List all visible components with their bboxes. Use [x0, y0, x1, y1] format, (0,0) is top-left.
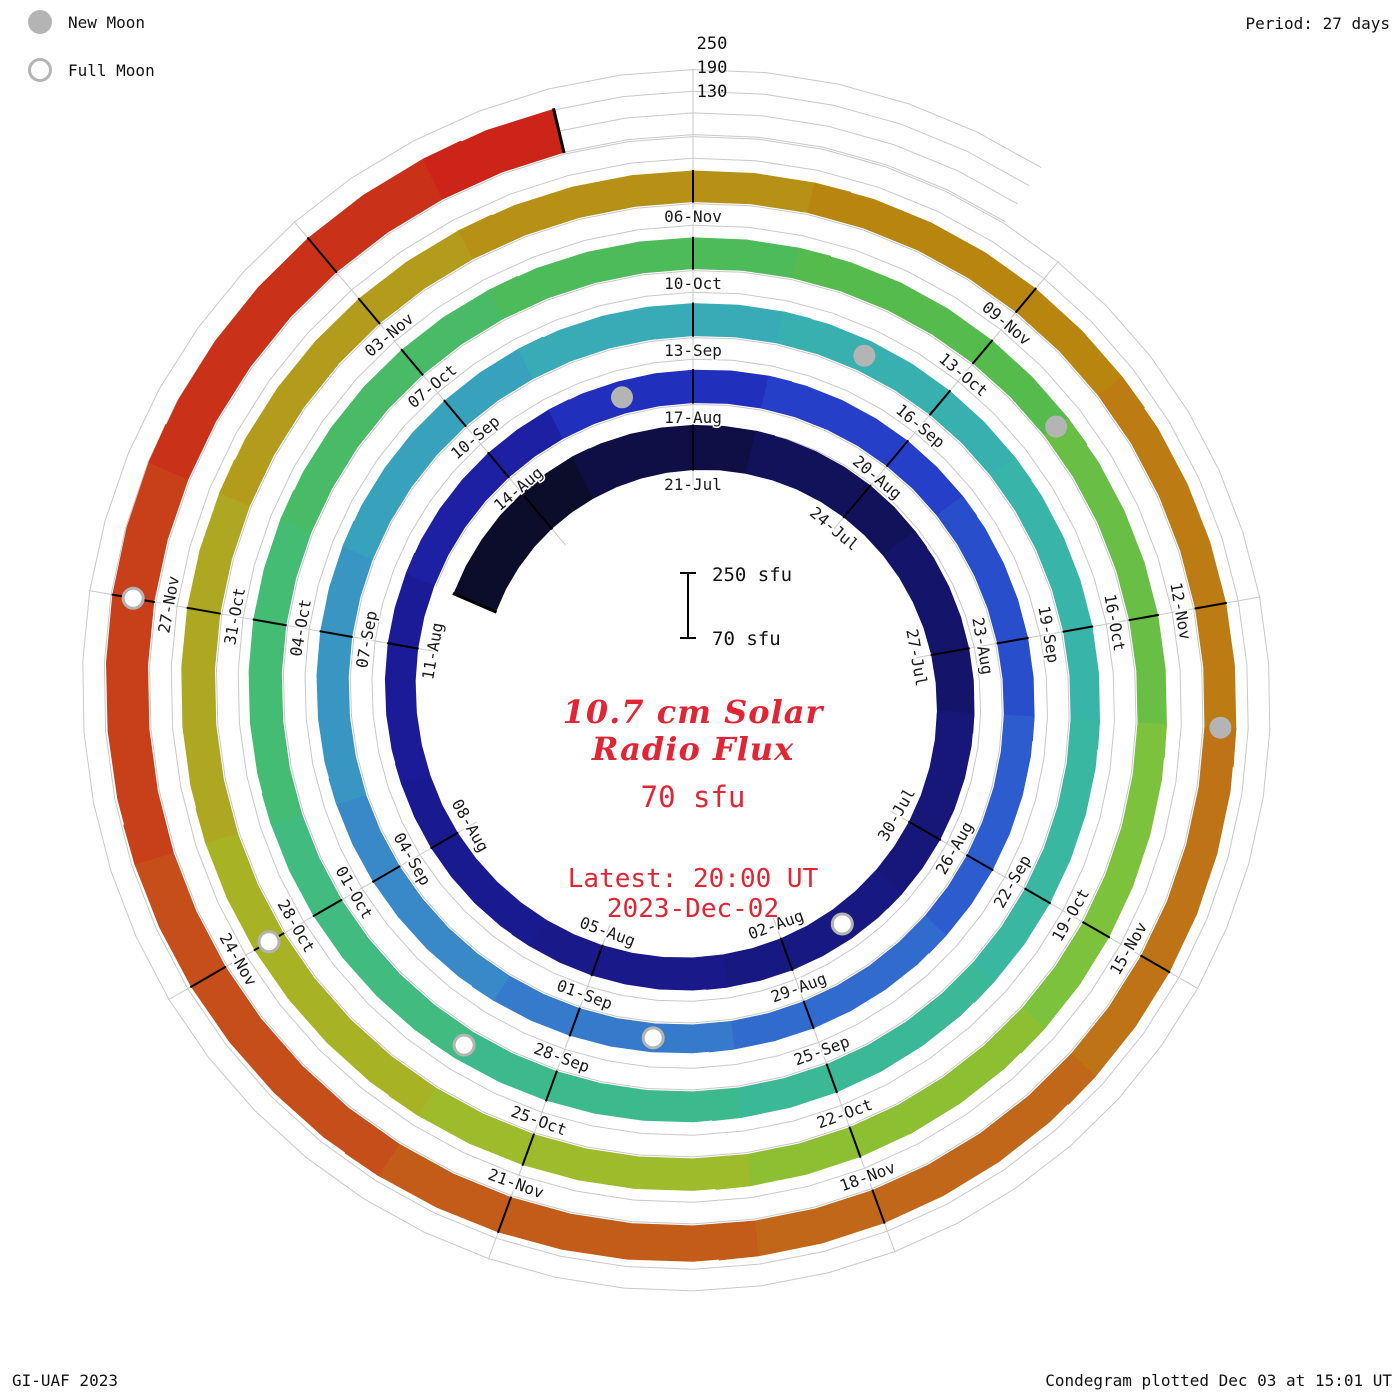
- date-label: 27-Nov: [154, 574, 183, 634]
- legend-new-moon: New Moon: [28, 10, 155, 34]
- day-tick: [452, 592, 498, 614]
- day-tick: [1140, 954, 1171, 974]
- new-moon-icon: [28, 10, 52, 34]
- grid-spoke: [293, 220, 567, 546]
- day-tick: [965, 854, 994, 872]
- full-moon-marker: [641, 1026, 665, 1050]
- day-tick: [590, 944, 604, 977]
- day-tick: [825, 1063, 839, 1094]
- day-tick: [871, 1189, 886, 1225]
- period-label: Period: 27 days: [1245, 14, 1391, 33]
- day-tick: [544, 1070, 558, 1102]
- day-tick: [319, 630, 353, 638]
- grid-spiral: [103, 90, 1249, 1270]
- flux-band-layer: [105, 108, 1237, 1262]
- day-tick: [487, 451, 510, 479]
- new-moon-marker: [611, 386, 633, 409]
- day-tick: [306, 236, 338, 274]
- day-tick: [312, 898, 343, 918]
- day-tick: [1062, 625, 1094, 633]
- full-moon-marker: [830, 912, 854, 936]
- day-tick: [1024, 887, 1052, 905]
- day-tick: [552, 107, 566, 154]
- full-moon-label: Full Moon: [68, 60, 155, 80]
- day-tick: [357, 297, 381, 325]
- day-tick: [568, 1007, 581, 1037]
- day-tick: [371, 865, 401, 883]
- full-moon-marker: [257, 930, 281, 954]
- day-tick: [443, 399, 467, 428]
- day-tick: [1128, 613, 1159, 622]
- day-tick: [520, 491, 554, 530]
- latest-reading: Latest: 20:00 UT 2023-Dec-02: [567, 864, 819, 924]
- day-tick: [252, 618, 287, 627]
- legend-full-moon: Full Moon: [28, 58, 155, 82]
- date-label: 04-Oct: [286, 598, 315, 658]
- flux-band-segment: [123, 815, 400, 1177]
- day-tick: [848, 1126, 862, 1158]
- center-annotations: 10.7 cm Solar Radio Flux 70 sfu Latest: …: [393, 693, 993, 925]
- new-moon-label: New Moon: [68, 12, 146, 32]
- day-tick: [1082, 921, 1111, 939]
- day-tick: [189, 965, 227, 989]
- date-label: 11-Aug: [418, 621, 447, 681]
- date-label: 13-Sep: [664, 341, 722, 360]
- scale-bar-top-label: 250 sfu: [712, 564, 792, 586]
- grid-spiral: [82, 69, 1271, 1292]
- flux-scale-bar: 250 sfu 70 sfu: [680, 564, 792, 650]
- day-tick: [842, 484, 872, 519]
- radial-scale-190: 190: [696, 58, 728, 78]
- day-tick: [907, 820, 942, 841]
- day-tick: [430, 831, 459, 850]
- day-tick: [386, 642, 419, 650]
- day-tick: [1194, 601, 1227, 610]
- day-tick: [496, 1196, 513, 1234]
- radial-scale-130: 130: [696, 82, 728, 102]
- plotted-timestamp: Condegram plotted Dec 03 at 15:01 UT: [1045, 1371, 1392, 1390]
- day-tick: [930, 647, 970, 657]
- day-tick-layer: [111, 107, 1227, 1234]
- full-moon-marker: [121, 586, 145, 610]
- full-moon-icon: [28, 58, 52, 82]
- day-tick: [885, 439, 910, 468]
- day-tick: [186, 606, 221, 615]
- new-moon-marker: [1209, 716, 1232, 739]
- day-tick: [1014, 287, 1037, 314]
- date-label: 06-Nov: [664, 207, 722, 226]
- flux-band-segment: [422, 108, 565, 200]
- flux-band-segment: [219, 214, 505, 507]
- new-moon-marker: [853, 344, 876, 367]
- day-tick: [802, 1000, 815, 1030]
- day-tick: [400, 348, 424, 376]
- day-tick: [779, 937, 794, 972]
- scale-bar-bottom-label: 70 sfu: [712, 628, 781, 650]
- date-label: 17-Aug: [664, 408, 722, 427]
- day-tick: [521, 1133, 536, 1167]
- radial-scale-250: 250: [696, 34, 728, 54]
- day-tick: [971, 339, 994, 365]
- chart-title: 10.7 cm Solar Radio Flux: [562, 693, 824, 768]
- date-label: 10-Oct: [664, 274, 722, 293]
- date-label: 07-Sep: [352, 609, 381, 669]
- new-moon-marker: [1045, 415, 1068, 438]
- moon-legend: New Moon Full Moon: [28, 10, 155, 106]
- baseline-value-label: 70 sfu: [640, 780, 746, 814]
- flux-band-segment: [248, 490, 324, 824]
- day-tick: [996, 636, 1029, 645]
- date-label: 31-Oct: [220, 586, 249, 646]
- full-moon-marker: [452, 1033, 476, 1057]
- moon-marker-layer: [121, 344, 1232, 1057]
- date-label: 21-Jul: [664, 475, 722, 494]
- credit-label: GI-UAF 2023: [12, 1371, 118, 1390]
- day-tick: [928, 389, 952, 416]
